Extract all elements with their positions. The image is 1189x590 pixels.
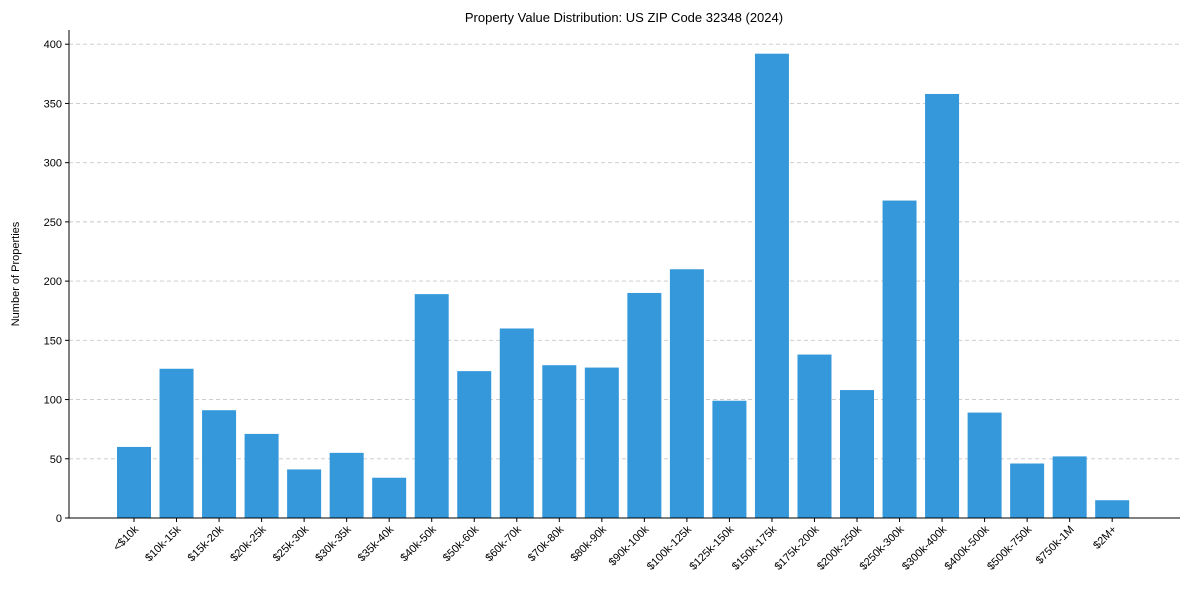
bar [754, 53, 789, 518]
bar [329, 452, 364, 518]
bar [372, 477, 407, 518]
bar [499, 328, 534, 518]
y-tick-label: 200 [44, 276, 62, 288]
x-tick-label: $250k-300k [858, 523, 907, 572]
bar [117, 446, 151, 518]
x-tick-label: $2M+ [1091, 524, 1119, 552]
y-tick-label: 350 [44, 98, 62, 110]
bar [882, 200, 917, 518]
x-tick-label: $25k-30k [271, 523, 312, 564]
bar [925, 93, 960, 518]
bar [542, 365, 577, 518]
y-tick-label: 250 [44, 217, 62, 229]
bar [627, 292, 662, 518]
y-tick-label: 150 [44, 335, 62, 347]
bars [117, 53, 1130, 518]
x-tick-label: $80k-90k [568, 523, 609, 564]
bar [840, 390, 875, 518]
bar [287, 469, 322, 518]
x-tick-label: $500k-750k [985, 523, 1034, 572]
bar [414, 294, 449, 518]
bar [1010, 463, 1045, 518]
x-tick-label: $90k-100k [607, 523, 652, 568]
bar [1095, 500, 1130, 518]
y-axis-ticks: 0 50 100 150 200 250 300 350 400 [44, 39, 69, 525]
bar [457, 371, 492, 518]
x-tick-label: $50k-60k [441, 523, 482, 564]
chart-title: Property Value Distribution: US ZIP Code… [465, 10, 783, 25]
x-tick-label: $30k-35k [313, 523, 354, 564]
bar [244, 433, 279, 518]
bar [1052, 456, 1087, 518]
bar [797, 354, 832, 518]
x-tick-label: $60k-70k [483, 523, 524, 564]
x-tick-label: $200k-250k [815, 523, 864, 572]
x-tick-label: $20k-25k [228, 523, 269, 564]
bar [669, 269, 704, 518]
y-axis-label: Number of Properties [10, 221, 22, 326]
x-tick-label: $15k-20k [186, 523, 227, 564]
x-tick-label: $175k-200k [772, 523, 821, 572]
bar [584, 367, 619, 518]
axes [68, 30, 1180, 519]
bar [202, 410, 237, 518]
x-tick-label: $40k-50k [398, 523, 439, 564]
x-axis-ticks: <$10k $10k-15k $15k-20k $20k-25k $25k-30k $30… [111, 518, 1119, 573]
y-tick-label: 50 [50, 454, 62, 466]
x-tick-label: $300k-400k [900, 523, 949, 572]
y-tick-label: 0 [56, 513, 62, 525]
bar [159, 368, 194, 518]
x-tick-label: <$10k [111, 523, 141, 553]
x-tick-label: $35k-40k [356, 523, 397, 564]
x-tick-label: $100k-125k [645, 523, 694, 572]
y-tick-label: 400 [44, 39, 62, 51]
y-tick-label: 100 [44, 395, 62, 407]
x-tick-label: $750k-1M [1034, 524, 1077, 567]
x-tick-label: $125k-150k [687, 523, 736, 572]
bar [967, 412, 1002, 518]
x-tick-label: $70k-80k [526, 523, 567, 564]
x-tick-label: $10k-15k [143, 523, 184, 564]
gridlines [69, 43, 1180, 460]
x-tick-label: $400k-500k [943, 523, 992, 572]
x-tick-label: $150k-175k [730, 523, 779, 572]
y-tick-label: 300 [44, 158, 62, 170]
bar [712, 400, 747, 518]
